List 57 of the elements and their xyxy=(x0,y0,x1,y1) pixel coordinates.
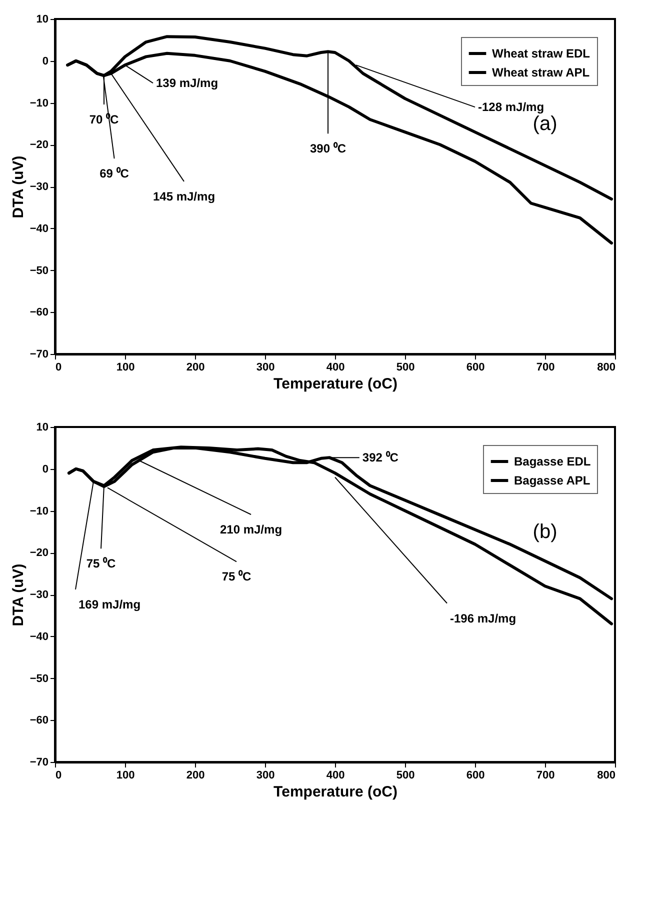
x-tick-label: 0 xyxy=(56,362,62,374)
x-tick-label: 800 xyxy=(597,770,616,782)
y-tick-label: −70 xyxy=(30,756,48,768)
y-tick-label: −10 xyxy=(30,505,48,518)
x-tick-label: 200 xyxy=(186,770,205,782)
annotation: 392 ⁰C xyxy=(362,450,399,465)
annotation: 75 ⁰C xyxy=(222,570,252,584)
legend-label: Bagasse EDL xyxy=(514,454,591,468)
legend-label: Wheat straw EDL xyxy=(492,46,590,60)
annotation: 69 ⁰C xyxy=(100,166,130,181)
x-tick-label: 100 xyxy=(116,770,135,782)
y-tick-label: −60 xyxy=(30,306,48,319)
y-axis-title: DTA (uV) xyxy=(10,564,27,626)
legend-label: Bagasse APL xyxy=(514,474,590,488)
annotation: 390 ⁰C xyxy=(310,142,346,156)
annotation: (a) xyxy=(532,113,558,135)
y-tick-label: −20 xyxy=(30,139,48,152)
annotation: 169 mJ/mg xyxy=(78,597,141,612)
x-tick-label: 600 xyxy=(466,770,485,782)
y-axis-title: DTA (uV) xyxy=(10,156,27,218)
x-tick-label: 500 xyxy=(396,770,415,782)
y-tick-label: −40 xyxy=(30,630,48,643)
y-tick-label: 10 xyxy=(36,14,48,26)
x-tick-label: 500 xyxy=(396,362,415,374)
legend-label: Wheat straw APL xyxy=(492,66,590,80)
x-tick-label: 0 xyxy=(56,770,62,782)
x-axis-title: Temperature (oC) xyxy=(274,376,398,392)
annotation: 145 mJ/mg xyxy=(152,189,216,204)
annotation: 139 mJ/mg xyxy=(156,76,218,90)
x-tick-label: 300 xyxy=(256,362,275,374)
x-tick-label: 700 xyxy=(536,362,555,374)
y-tick-label: −50 xyxy=(30,264,48,277)
x-tick-label: 200 xyxy=(186,362,205,374)
x-tick-label: 300 xyxy=(256,770,275,782)
annotation: 75 ⁰C xyxy=(86,556,116,571)
annotation: 210 mJ/mg xyxy=(220,522,282,536)
annotation: -196 mJ/mg xyxy=(450,611,516,626)
y-tick-label: −30 xyxy=(30,181,48,193)
y-tick-label: −70 xyxy=(30,348,48,360)
x-tick-label: 800 xyxy=(597,362,616,374)
x-tick-label: 100 xyxy=(116,362,135,374)
x-tick-label: 600 xyxy=(466,362,485,374)
annotation: (b) xyxy=(532,521,558,543)
x-tick-label: 400 xyxy=(326,362,345,374)
y-tick-label: −30 xyxy=(30,589,48,601)
x-axis-title: Temperature (oC) xyxy=(274,784,398,800)
y-tick-label: −10 xyxy=(30,97,48,110)
y-tick-label: 0 xyxy=(42,463,48,476)
y-tick-label: −20 xyxy=(30,547,48,560)
annotation: -128 mJ/mg xyxy=(478,100,544,114)
y-tick-label: −40 xyxy=(30,222,48,235)
y-tick-label: −50 xyxy=(30,672,48,685)
y-tick-label: 10 xyxy=(36,422,48,434)
x-tick-label: 400 xyxy=(326,770,345,782)
y-tick-label: −60 xyxy=(30,714,48,727)
x-tick-label: 700 xyxy=(536,770,555,782)
y-tick-label: 0 xyxy=(42,55,48,68)
